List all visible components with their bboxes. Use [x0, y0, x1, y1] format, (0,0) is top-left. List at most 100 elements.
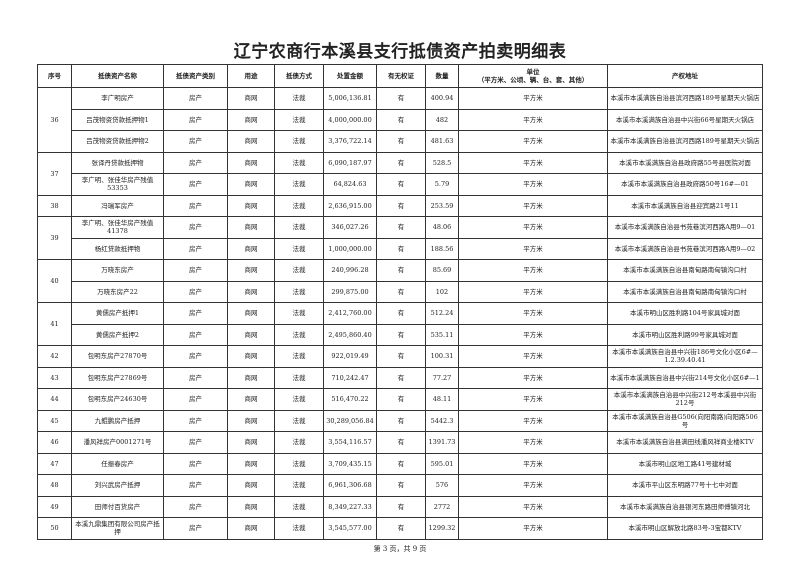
cell-qty: 48.06 — [425, 216, 459, 239]
cell-category: 房产 — [163, 474, 228, 497]
cell-address: 本溪市明山区胜利路99号家具城对面 — [607, 323, 763, 346]
cell-amount: 3,376,722.14 — [323, 130, 377, 153]
cell-unit: 平方米 — [458, 108, 608, 131]
cell-method: 法裁 — [274, 130, 324, 153]
cell-cert: 有 — [376, 474, 426, 497]
cell-use: 商网 — [227, 87, 275, 110]
cell-cert: 有 — [376, 452, 426, 475]
table-row: 38 冯瑞军房产 房产 商网 法裁 2,636,915.00 有 253.59 平方米 本溪市本溪… — [37, 194, 763, 217]
cell-amount: 710,242.47 — [323, 366, 377, 389]
cell-cert: 有 — [376, 345, 426, 368]
cell-address: 本溪市本溪满族自治县中兴街212号本溪县中兴街212号 — [607, 388, 763, 411]
cell-category: 房产 — [163, 194, 228, 217]
cell-category: 房产 — [163, 302, 228, 325]
cell-seq: 44 — [37, 388, 72, 411]
cell-category: 房产 — [163, 452, 228, 475]
cell-unit: 平方米 — [458, 302, 608, 325]
cell-name: 刘兴武房产抵押 — [71, 474, 164, 497]
cell-amount: 30,289,056.84 — [323, 409, 377, 432]
page-number: 第 3 页，共 9 页 — [373, 545, 427, 553]
cell-cert: 有 — [376, 280, 426, 303]
table-row: 黄儒房产抵押2 房产 商网 法裁 2,495,860.40 有 535.11 平方米 本溪市明山… — [38, 323, 763, 346]
cell-seq: 42 — [37, 345, 72, 368]
cell-amount: 346,027.26 — [323, 216, 377, 239]
cell-unit: 平方米 — [458, 280, 608, 303]
cell-unit: 平方米 — [458, 431, 608, 454]
cell-amount: 2,636,915.00 — [323, 194, 377, 217]
table-row: 42 包明东房产27870号 房产 商网 法裁 922,019.49 有 100.31 平方米本… — [37, 345, 763, 368]
cell-address: 本溪市本溪满族自治县南甸路南甸镇沟口村 — [607, 259, 763, 282]
table-row: 36 李广明房产 房产 商网 法裁 5,006,136.81 有 400.94 平方米 本溪市本溪… — [37, 87, 763, 153]
cell-method: 法裁 — [274, 388, 324, 411]
cell-amount: 4,000,000.00 — [323, 108, 377, 131]
table-row: 46 潘风祥房产0001271号 房产 商网 法裁 3,554,116.57 有 1391.7… — [37, 431, 763, 454]
cell-cert: 有 — [376, 237, 426, 260]
cell-name: 李广明、张佳华房产残值53353 — [71, 173, 164, 196]
cell-use: 商网 — [227, 151, 275, 174]
cell-cert: 有 — [376, 173, 426, 196]
cell-unit: 平方米 — [458, 194, 608, 217]
cell-qty: 481.63 — [425, 130, 459, 153]
cell-qty: 100.31 — [425, 345, 459, 368]
cell-qty: 2772 — [425, 495, 459, 518]
cell-amount: 5,006,136.81 — [323, 87, 377, 110]
cell-cert: 有 — [376, 194, 426, 217]
cell-name: 任振春房产 — [71, 452, 164, 475]
cell-method: 法裁 — [274, 194, 324, 217]
cell-qty: 576 — [425, 474, 459, 497]
cell-address: 本溪市本溪满族自治县迎宾路21号11 — [607, 194, 763, 217]
cell-method: 法裁 — [274, 495, 324, 518]
cell-address: 本溪市明山区地工路41号建材城 — [607, 452, 763, 475]
cell-amount: 8,349,227.33 — [323, 495, 377, 518]
header-unit: 单位 （平方米、公顷、辆、台、套、其他） — [458, 64, 608, 88]
cell-category: 房产 — [163, 237, 228, 260]
cell-name: 九鲲鹏房产抵押 — [71, 409, 164, 432]
asset-table: 序号 抵债资产名称 抵债资产类别 用途 抵债方式 处置金额 有无权证 数量 单位 （平方米、公顷… — [37, 64, 763, 540]
cell-address: 本溪市本溪满族自治县满田线潘风祥商业楼KTV — [607, 431, 763, 454]
cell-method: 法裁 — [274, 302, 324, 325]
cell-seq: 36 — [37, 87, 72, 153]
cell-address: 本溪市本溪满族自治县G506(向阳南路)向阳路506号 — [607, 409, 763, 432]
cell-category: 房产 — [163, 323, 228, 346]
cell-seq: 48 — [37, 474, 72, 497]
cell-use: 商网 — [227, 474, 275, 497]
table-row: 39 李广明、张佳华房产残值41378 房产 商网 法裁 346,027.26 有 48.06… — [37, 216, 763, 260]
cell-seq: 45 — [37, 409, 72, 432]
cell-unit: 平方米 — [458, 366, 608, 389]
header-method: 抵债方式 — [274, 64, 324, 88]
cell-amount: 6,961,306.68 — [323, 474, 377, 497]
cell-method: 法裁 — [274, 216, 324, 239]
cell-cert: 有 — [376, 87, 426, 110]
table-row: 李广明、张佳华房产残值53353 房产 商网 法裁 64,824.63 有 5.79 平方米本… — [38, 173, 763, 196]
cell-name: 黄儒房产抵押1 — [71, 302, 164, 325]
cell-name: 田师付百货房产 — [71, 495, 164, 518]
cell-name: 张译丹贷款抵押物 — [71, 151, 164, 174]
cell-method: 法裁 — [274, 173, 324, 196]
cell-qty: 77.27 — [425, 366, 459, 389]
cell-name: 潘风祥房产0001271号 — [71, 431, 164, 454]
cell-method: 法裁 — [274, 151, 324, 174]
cell-name: 包明东房产27870号 — [71, 345, 164, 368]
cell-amount: 6,090,187.97 — [323, 151, 377, 174]
cell-name: 黄儒房产抵押2 — [71, 323, 164, 346]
header-use: 用途 — [227, 64, 275, 88]
cell-category: 房产 — [163, 366, 228, 389]
cell-method: 法裁 — [274, 108, 324, 131]
cell-use: 商网 — [227, 366, 275, 389]
header-address: 产权地址 — [607, 64, 763, 88]
cell-use: 商网 — [227, 108, 275, 131]
table-row: 50 本溪九鼎集团有限公司房产抵押 房产 商网 法裁 3,545,577.00 有 1299.… — [37, 517, 763, 540]
cell-address: 本溪市本溪满族自治县滨河西路189号星期天火锅店 — [607, 130, 763, 153]
cell-address: 本溪市本溪满族自治县中兴街214号文化小区6#—1 — [607, 366, 763, 389]
table-row: 43 包明东房产27869号 房产 商网 法裁 710,242.47 有 77.27 平方米 本溪… — [37, 366, 763, 389]
cell-address: 本溪市本溪满族自治县书苑巷滨河西路A用9—02 — [607, 237, 763, 260]
cell-address: 本溪市本溪满族自治县政府路55号县医院对面 — [607, 151, 763, 174]
cell-use: 商网 — [227, 345, 275, 368]
table-row: 吕茂物资贷款抵押物1 房产 商网 法裁 4,000,000.00 有 482 平方米 本溪市本溪… — [38, 108, 763, 131]
cell-use: 商网 — [227, 431, 275, 454]
cell-use: 商网 — [227, 517, 275, 540]
cell-address: 本溪市本溪满族自治县南甸路南甸镇沟口村 — [607, 280, 763, 303]
cell-name: 包明东房产27869号 — [71, 366, 164, 389]
cell-method: 法裁 — [274, 237, 324, 260]
cell-name: 万晓东房产 — [71, 259, 164, 282]
